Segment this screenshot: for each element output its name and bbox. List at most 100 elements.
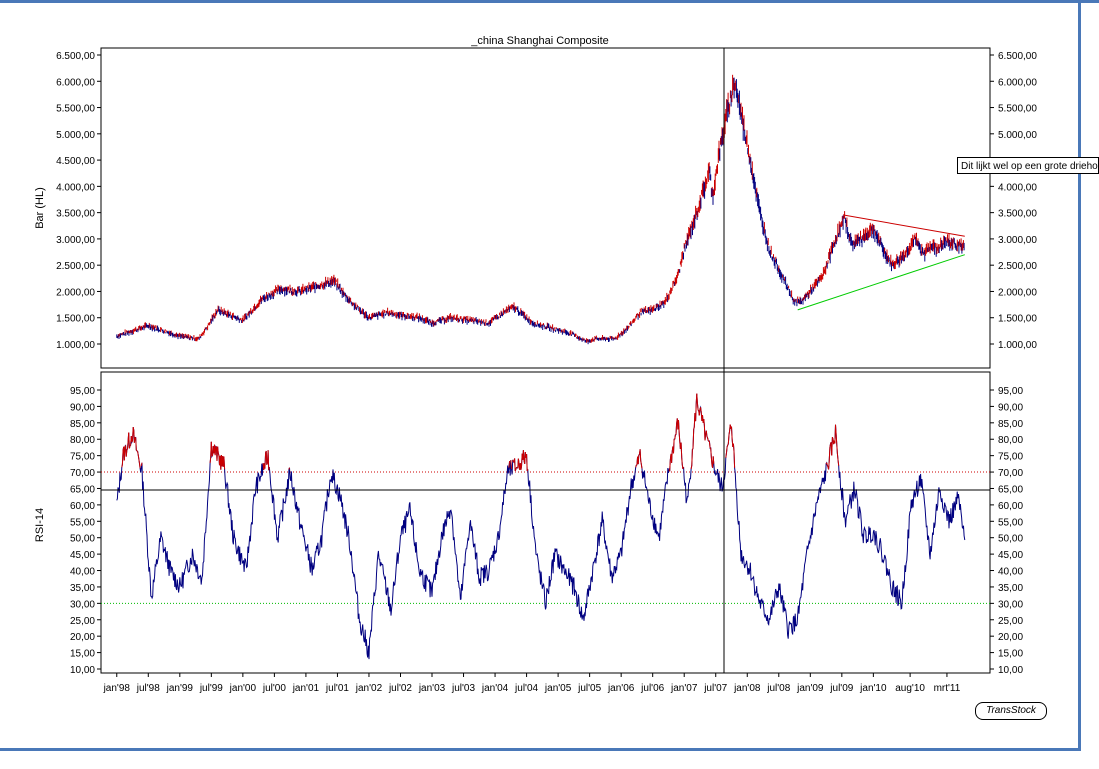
rsi-ytick-label-left: 90,00 bbox=[70, 402, 95, 413]
rsi-overbought-segment bbox=[836, 444, 838, 454]
xtick-label: jul'08 bbox=[766, 683, 790, 694]
price-ytick-label-left: 6.500,00 bbox=[56, 51, 95, 62]
rsi-overbought-segment bbox=[691, 449, 693, 466]
price-ytick-label-right: 3.000,00 bbox=[998, 235, 1037, 246]
xtick-label: jan'07 bbox=[670, 683, 698, 694]
price-ytick-label-left: 4.000,00 bbox=[56, 182, 95, 193]
rsi-overbought-segment bbox=[731, 426, 733, 439]
xtick-label: aug'10 bbox=[895, 683, 925, 694]
rsi-ytick-label-left: 10,00 bbox=[70, 665, 95, 676]
rsi-overbought-segment bbox=[639, 449, 642, 461]
price-trendlines bbox=[797, 214, 965, 311]
rsi-overbought-segment bbox=[678, 433, 681, 442]
rsi-overbought-segment bbox=[140, 462, 143, 467]
rsi-overbought-segment bbox=[137, 451, 139, 455]
rsi-ytick-label-right: 85,00 bbox=[998, 419, 1023, 430]
price-ytick-label-left: 5.500,00 bbox=[56, 104, 95, 115]
price-ytick-label-right: 2.500,00 bbox=[998, 261, 1037, 272]
chart-title: _china Shanghai Composite bbox=[470, 35, 609, 47]
price-ytick-label-right: 6.000,00 bbox=[998, 77, 1037, 88]
xtick-label: jul'99 bbox=[199, 683, 223, 694]
rsi-overbought-segment bbox=[707, 437, 709, 441]
xtick-label: mrt'11 bbox=[934, 683, 961, 694]
price-ytick-label-left: 2.500,00 bbox=[56, 261, 95, 272]
price-ytick-label-left: 1.000,00 bbox=[56, 340, 95, 351]
rsi-axis-label: RSI-14 bbox=[34, 508, 46, 542]
price-axes: 6.500,00 6.500,00 6.000,00 6.000,00 5.500,00… bbox=[56, 51, 1037, 351]
trendline bbox=[797, 254, 965, 311]
rsi-ytick-label-left: 35,00 bbox=[70, 583, 95, 594]
rsi-overbought-segment bbox=[836, 453, 839, 461]
rsi-overbought-segment bbox=[704, 434, 707, 441]
price-ytick-label-left: 4.500,00 bbox=[56, 156, 95, 167]
xtick-label: jan'00 bbox=[229, 683, 257, 694]
price-ytick-label-right: 4.000,00 bbox=[998, 182, 1037, 193]
rsi-overbought-segment bbox=[131, 440, 133, 443]
rsi-overbought-segment bbox=[135, 449, 138, 452]
rsi-ytick-label-right: 50,00 bbox=[998, 534, 1023, 545]
rsi-overbought-segment bbox=[526, 469, 529, 472]
rsi-overbought-segment bbox=[727, 443, 729, 446]
rsi-line bbox=[116, 393, 966, 660]
rsi-overbought-segment bbox=[266, 462, 268, 465]
rsi-ytick-label-right: 45,00 bbox=[998, 550, 1023, 561]
xtick-label: jul'98 bbox=[136, 683, 160, 694]
rsi-overbought-segment bbox=[137, 454, 140, 459]
transstock-logo: TransStock bbox=[975, 702, 1047, 720]
rsi-ytick-label-left: 65,00 bbox=[70, 484, 95, 495]
rsi-series-line bbox=[116, 393, 966, 660]
rsi-overbought-segment bbox=[728, 430, 731, 435]
rsi-overbought-segment bbox=[681, 457, 683, 465]
annotation-label[interactable]: Dit lijkt wel op een grote driehoek bbox=[957, 157, 1099, 174]
rsi-ytick-label-left: 45,00 bbox=[70, 550, 95, 561]
xtick-label: jan'04 bbox=[481, 683, 509, 694]
rsi-overbought-segment bbox=[135, 437, 137, 451]
xtick-label: jan'06 bbox=[607, 683, 635, 694]
rsi-overbought-segment bbox=[512, 459, 514, 463]
rsi-axes: 95,00 95,00 90,00 90,00 85,00 85,00 80,00 80,00… bbox=[70, 386, 1023, 676]
rsi-ytick-label-left: 60,00 bbox=[70, 501, 95, 512]
rsi-overbought-segment bbox=[121, 449, 124, 465]
rsi-ytick-label-right: 60,00 bbox=[998, 501, 1023, 512]
rsi-overbought-segment bbox=[693, 426, 695, 430]
rsi-ytick-label-left: 25,00 bbox=[70, 616, 95, 627]
rsi-overbought-segment bbox=[705, 430, 708, 437]
rsi-overbought-segment bbox=[733, 451, 736, 468]
rsi-overbought-segment bbox=[692, 429, 695, 449]
rsi-overbought-segment bbox=[732, 443, 735, 452]
rsi-overbought-segment bbox=[127, 441, 129, 449]
rsi-overbought-segment bbox=[526, 454, 528, 472]
rsi-ytick-label-right: 20,00 bbox=[998, 632, 1023, 643]
rsi-ytick-label-left: 20,00 bbox=[70, 632, 95, 643]
rsi-overbought-segment bbox=[217, 446, 219, 454]
rsi-ytick-label-left: 50,00 bbox=[70, 534, 95, 545]
trendline bbox=[844, 214, 965, 237]
rsi-overbought-segment bbox=[510, 460, 512, 470]
price-ytick-label-right: 1.500,00 bbox=[998, 314, 1037, 325]
rsi-overbought-segment bbox=[637, 454, 640, 465]
rsi-overbought-segment bbox=[522, 450, 525, 462]
rsi-ytick-label-left: 85,00 bbox=[70, 419, 95, 430]
rsi-overbought-segment bbox=[828, 461, 830, 470]
rsi-overbought-segment bbox=[725, 452, 727, 458]
rsi-overbought-segment bbox=[712, 456, 715, 464]
rsi-overbought-segment bbox=[710, 447, 712, 457]
rsi-ytick-label-right: 40,00 bbox=[998, 567, 1023, 578]
rsi-overbought-segment bbox=[640, 460, 642, 465]
price-ytick-label-right: 5.000,00 bbox=[998, 130, 1037, 141]
price-axis-label: Bar (HL) bbox=[34, 187, 46, 229]
rsi-overbought-segment bbox=[126, 448, 128, 451]
rsi-overbought-segment bbox=[508, 460, 511, 468]
xtick-label: jul'04 bbox=[514, 683, 538, 694]
rsi-overbought-segment bbox=[139, 463, 141, 469]
rsi-ytick-label-left: 75,00 bbox=[70, 452, 95, 463]
price-ytick-label-left: 3.500,00 bbox=[56, 209, 95, 220]
rsi-overbought-segment bbox=[138, 458, 140, 464]
rsi-overbought-segment bbox=[133, 437, 136, 443]
rsi-overbought-segment bbox=[288, 467, 290, 470]
price-bars bbox=[116, 74, 965, 345]
rsi-overbought-segment bbox=[267, 450, 270, 471]
rsi-overbought-segment bbox=[726, 444, 729, 448]
xtick-label: jan'09 bbox=[796, 683, 824, 694]
xtick-label: jul'01 bbox=[325, 683, 349, 694]
